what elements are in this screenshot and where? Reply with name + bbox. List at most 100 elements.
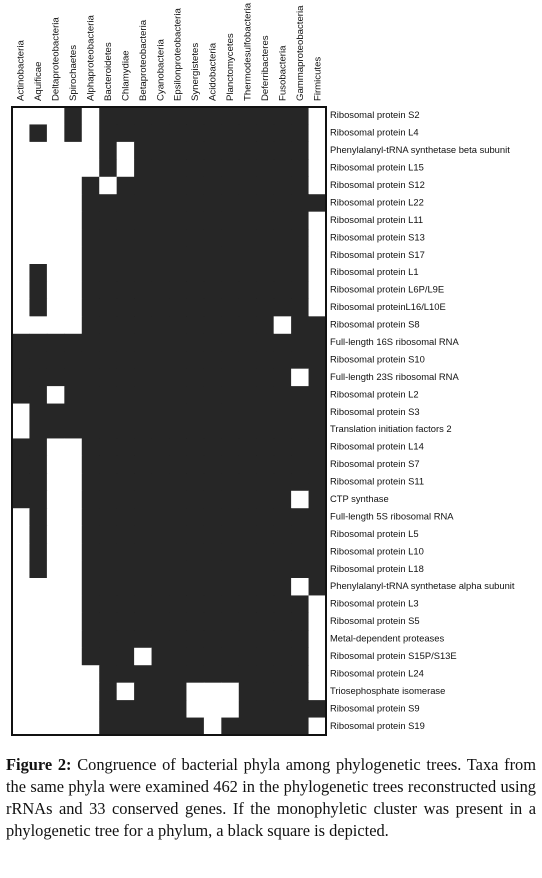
matrix-cell [99, 665, 118, 684]
matrix-cell [29, 386, 48, 404]
matrix-cell [203, 368, 222, 387]
matrix-cell [64, 473, 83, 492]
matrix-cell [186, 281, 205, 300]
matrix-cell [81, 124, 100, 143]
matrix-cell [134, 159, 152, 178]
matrix-cell [169, 386, 187, 404]
matrix-cell [81, 595, 100, 614]
matrix-cell [64, 560, 83, 579]
matrix-cell [134, 525, 152, 544]
matrix-cell [221, 490, 240, 509]
matrix-cell [12, 490, 30, 509]
matrix-cell [46, 229, 65, 247]
matrix-cell [134, 386, 152, 404]
matrix-cell [273, 438, 292, 457]
matrix-cell [29, 682, 48, 701]
matrix-cell [238, 159, 257, 178]
matrix-cell [186, 543, 205, 561]
matrix-cell [64, 368, 83, 387]
matrix-cell [238, 229, 257, 247]
matrix-cell [12, 298, 30, 317]
matrix-cell [308, 211, 327, 230]
matrix-cell [308, 630, 327, 649]
matrix-cell [308, 700, 327, 718]
matrix-cell [29, 141, 48, 160]
matrix-cell [64, 107, 83, 125]
matrix-cell [134, 246, 152, 265]
matrix-cell [151, 107, 170, 125]
matrix-cell [221, 211, 240, 230]
row-label: Ribosomal protein L11 [330, 214, 423, 225]
matrix-cell [134, 176, 152, 195]
matrix-cell [221, 630, 240, 649]
matrix-cell [134, 194, 152, 213]
matrix-cell [116, 124, 135, 143]
matrix-cell [186, 612, 205, 631]
matrix-cell [99, 560, 118, 579]
matrix-cell [12, 211, 30, 230]
matrix-cell [116, 700, 135, 718]
matrix-cell [116, 595, 135, 614]
matrix-cell [12, 647, 30, 666]
matrix-cell [12, 403, 30, 422]
matrix-cell [151, 630, 170, 649]
matrix-cell [81, 490, 100, 509]
caption-label: Figure 2: [6, 755, 72, 774]
matrix-cell [273, 717, 292, 736]
matrix-cell [203, 560, 222, 579]
matrix-cell [221, 264, 240, 282]
matrix-cell [221, 665, 240, 684]
row-label: CTP synthase [330, 493, 389, 504]
matrix-cell [12, 107, 30, 125]
matrix-cell [134, 508, 152, 527]
matrix-cell [291, 333, 309, 352]
matrix-cell [151, 473, 170, 492]
matrix-cell [29, 194, 48, 213]
matrix-cell [169, 298, 187, 317]
matrix-cell [238, 578, 257, 596]
matrix-cell [99, 490, 118, 509]
matrix-cell [308, 194, 327, 213]
matrix-cell [169, 211, 187, 230]
matrix-cell [99, 141, 118, 160]
matrix-cell [273, 473, 292, 492]
matrix-cell [169, 578, 187, 596]
matrix-cell [12, 578, 30, 596]
matrix-cell [64, 211, 83, 230]
matrix-cell [116, 421, 135, 439]
column-label: Actinobacteria [16, 40, 27, 101]
matrix-cell [308, 717, 327, 736]
row-label: Ribosomal protein L4 [330, 127, 419, 138]
matrix-cell [12, 333, 30, 352]
matrix-cell [308, 682, 327, 701]
matrix-cell [186, 298, 205, 317]
matrix-cell [308, 176, 327, 195]
matrix-cell [12, 525, 30, 544]
matrix-cell [203, 700, 222, 718]
matrix-cell [116, 194, 135, 213]
column-label: Betaproteobacteria [138, 19, 149, 101]
matrix-cell [81, 141, 100, 160]
matrix-cell [203, 508, 222, 527]
matrix-cell [308, 316, 327, 335]
matrix-cell [29, 612, 48, 631]
matrix-cell [256, 211, 275, 230]
matrix-cell [81, 403, 100, 422]
matrix-cell [203, 229, 222, 247]
matrix-cell [291, 176, 309, 195]
matrix-cell [238, 455, 257, 474]
matrix-cell [186, 665, 205, 684]
matrix-cell [46, 368, 65, 387]
row-label: Metal-dependent proteases [330, 633, 444, 644]
matrix-cell [134, 560, 152, 579]
matrix-cell [151, 316, 170, 335]
matrix-cell [116, 333, 135, 352]
matrix-cell [221, 595, 240, 614]
matrix-cell [256, 717, 275, 736]
matrix-cell [291, 700, 309, 718]
matrix-cell [238, 508, 257, 527]
matrix-cell [116, 211, 135, 230]
matrix-cell [46, 700, 65, 718]
matrix-cell [291, 612, 309, 631]
column-label: Epsilonproteobacteria [173, 8, 184, 101]
